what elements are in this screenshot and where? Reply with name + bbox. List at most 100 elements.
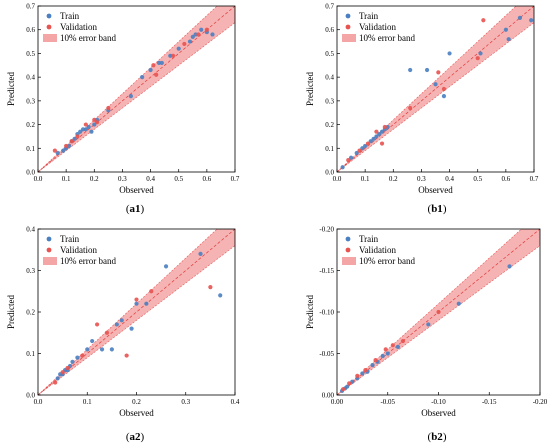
x-tick-label: 0.3: [118, 175, 127, 183]
x-tick-label: 0.5: [473, 175, 482, 183]
data-point: [163, 264, 169, 269]
data-point: [83, 122, 88, 127]
y-axis-label: Predicted: [305, 295, 315, 329]
series-train: [55, 27, 215, 156]
data-point: [90, 338, 95, 344]
x-tick-label: 0.4: [445, 175, 454, 183]
data-point: [355, 373, 360, 379]
y-tick-label: 0.00: [322, 392, 335, 400]
x-axis-label: Observed: [421, 408, 456, 418]
data-point: [390, 343, 395, 348]
y-tick-label: 0.4: [26, 74, 35, 82]
x-tick-label: 0.1: [62, 175, 71, 183]
x-tick-label: 0.0: [333, 175, 342, 183]
x-tick-label: -0.05: [380, 398, 395, 406]
identity-line: [38, 6, 235, 172]
data-point: [204, 27, 209, 32]
legend-band-label: 10% error band: [359, 33, 415, 43]
data-point: [426, 322, 431, 327]
band-lower-edge: [337, 22, 534, 172]
x-tick-label: 0.0: [34, 175, 43, 183]
legend-validation-label: Validation: [359, 245, 396, 255]
legend-train-label: Train: [60, 11, 80, 21]
data-point: [89, 129, 94, 134]
data-point: [53, 380, 58, 385]
error-band: [38, 229, 235, 395]
x-tick-label: 0.1: [83, 398, 92, 406]
data-point: [383, 347, 388, 352]
legend-validation-label: Validation: [60, 245, 97, 255]
data-point: [363, 368, 368, 373]
plot-area: [38, 6, 235, 172]
chart-panel-b1: 0.00.0 0.1 0.1 0.2 0.2 0.3 0.3 0.4 0.4 0.5 0.5 0.6 0…: [305, 3, 539, 216]
data-point: [78, 129, 83, 134]
data-point: [95, 120, 100, 125]
y-tick-label: 0.5: [26, 50, 35, 58]
chart-panel-b2: 0.000.00 -0.05 -0.05 -0.10 -0.10 -0.15 -0.15 -0…: [305, 226, 548, 444]
y-axis-label: Predicted: [6, 295, 16, 329]
x-tick-label: 0.2: [132, 398, 141, 406]
data-point: [363, 143, 368, 149]
data-point: [92, 122, 97, 127]
data-point: [85, 347, 90, 352]
data-point: [92, 117, 97, 122]
data-point: [218, 293, 223, 298]
y-axis-label: Predicted: [305, 72, 315, 106]
y-tick-label: 0.1: [325, 145, 334, 153]
band-lower-edge: [38, 22, 235, 172]
y-tick-label: -0.15: [319, 267, 334, 275]
band-upper-edge: [38, 6, 218, 172]
data-point: [95, 322, 100, 327]
panel-caption: (a1): [126, 203, 145, 215]
y-tick-label: 0.0: [26, 169, 35, 177]
data-point: [370, 363, 375, 368]
data-point: [114, 322, 119, 327]
legend-validation-label: Validation: [359, 22, 396, 32]
data-point: [395, 344, 400, 349]
data-point: [400, 338, 406, 344]
legend-band-swatch: [342, 34, 356, 42]
data-point: [340, 387, 346, 392]
data-point: [69, 139, 74, 144]
data-point: [144, 301, 149, 306]
data-point: [198, 251, 203, 256]
data-point: [478, 51, 483, 56]
data-point: [124, 353, 129, 358]
x-tick-label: 0.6: [501, 175, 510, 183]
legend-validation-label: Validation: [60, 22, 97, 32]
data-point: [385, 351, 390, 356]
legend-band-swatch: [43, 34, 57, 42]
legend-validation-marker: [345, 24, 351, 30]
x-tick-label: 0.7: [231, 175, 240, 183]
data-point: [187, 39, 193, 44]
caption-letter: b2: [431, 431, 443, 443]
y-tick-label: 0.4: [325, 74, 334, 82]
y-tick-label: 0.2: [26, 309, 35, 317]
data-point: [340, 165, 345, 170]
data-point: [182, 41, 187, 47]
plot-area: [337, 229, 540, 395]
x-tick-label: 0.0: [34, 398, 43, 406]
y-tick-label: 0.0: [325, 169, 334, 177]
caption-close-paren: ): [141, 203, 145, 215]
data-point: [70, 359, 75, 364]
data-point: [134, 301, 139, 306]
data-point: [208, 285, 213, 290]
y-tick-label: 0.6: [325, 26, 334, 34]
data-point: [529, 18, 534, 23]
data-point: [109, 347, 114, 352]
y-tick-label: 0.4: [26, 226, 35, 234]
data-point: [380, 353, 385, 359]
caption-open-paren: (: [126, 431, 130, 443]
y-tick-label: 0.7: [26, 3, 35, 11]
y-tick-label: 0.6: [26, 26, 35, 34]
legend-train-marker: [46, 13, 52, 19]
y-tick-label: 0.1: [26, 350, 35, 358]
data-point: [346, 158, 351, 163]
data-point: [86, 124, 91, 130]
x-tick-label: 0.4: [231, 398, 240, 406]
series-validation: [346, 18, 486, 163]
data-point: [190, 34, 195, 39]
legend-band-label: 10% error band: [359, 256, 415, 266]
data-point: [61, 148, 66, 153]
